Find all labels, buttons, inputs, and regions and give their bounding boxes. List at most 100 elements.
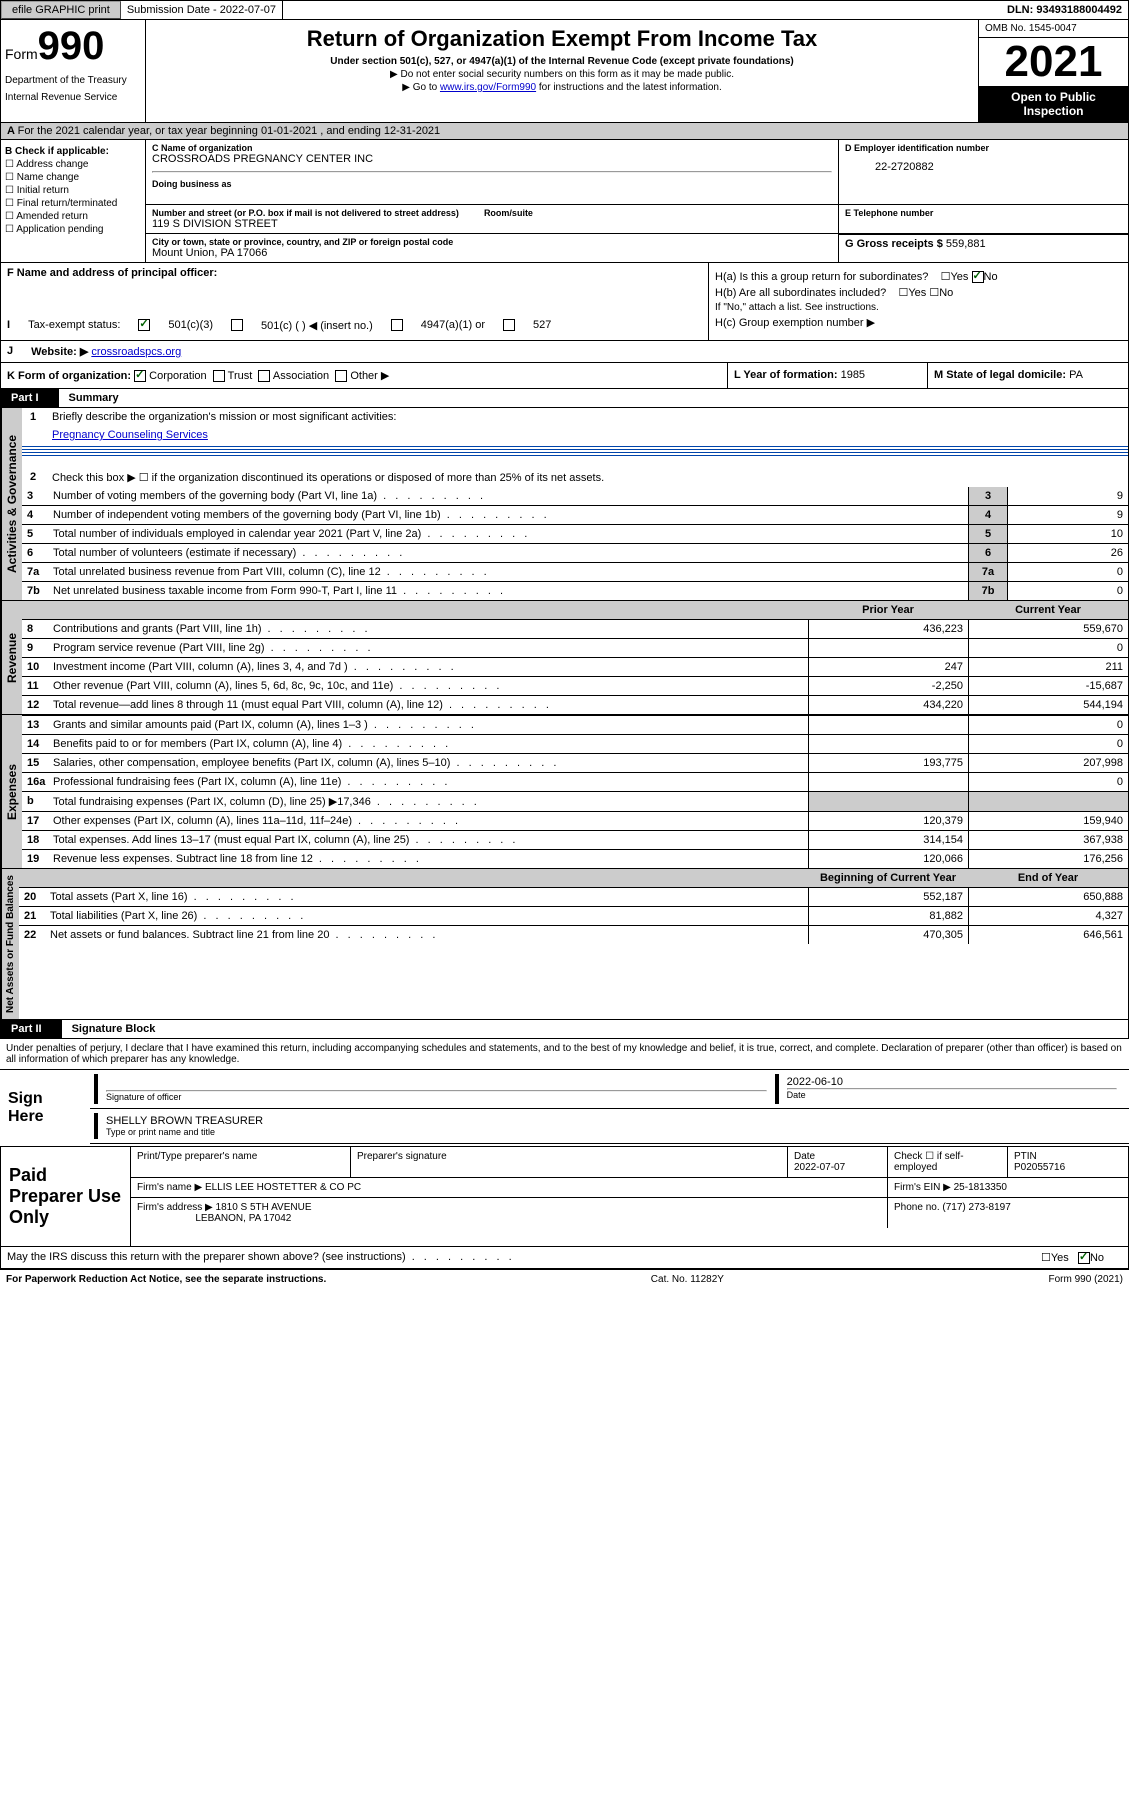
firm-phone: Phone no. (717) 273-8197 — [888, 1198, 1128, 1228]
officer-group-block: F Name and address of principal officer:… — [0, 263, 1129, 341]
row-num: 20 — [19, 887, 45, 906]
dept-treasury: Department of the Treasury — [5, 75, 141, 86]
gov-grid: 3Number of voting members of the governi… — [22, 487, 1128, 600]
row-current: 0 — [968, 715, 1128, 734]
hb-note: If "No," attach a list. See instructions… — [715, 302, 1122, 313]
row-prior — [808, 734, 968, 753]
row-current: 559,670 — [968, 619, 1128, 638]
check-if-applicable: B Check if applicable: ☐ Address change … — [1, 140, 146, 262]
row-num: 16a — [22, 772, 48, 791]
row-prior: -2,250 — [808, 676, 968, 695]
eoy-hdr: End of Year — [968, 869, 1128, 887]
row-prior — [808, 791, 968, 811]
row-text: Professional fundraising fees (Part IX, … — [48, 772, 808, 791]
row-num: 19 — [22, 849, 48, 868]
row-text: Net assets or fund balances. Subtract li… — [45, 925, 808, 944]
irs: Internal Revenue Service — [5, 92, 141, 103]
open-to-public: Open to Public Inspection — [979, 86, 1128, 122]
assoc-checkbox[interactable] — [258, 370, 270, 382]
activities-governance: Activities & Governance 1Briefly describ… — [0, 408, 1129, 601]
irs-link[interactable]: www.irs.gov/Form990 — [440, 82, 536, 93]
expenses-section: Expenses 13Grants and similar amounts pa… — [0, 715, 1129, 869]
gov-num: 7b — [22, 581, 48, 600]
gov-val: 0 — [1008, 581, 1128, 600]
website-link[interactable]: crossroadspcs.org — [91, 346, 181, 358]
other-checkbox[interactable] — [335, 370, 347, 382]
firm-name: Firm's name ▶ ELLIS LEE HOSTETTER & CO P… — [131, 1178, 888, 1197]
row-num: 15 — [22, 753, 48, 772]
sign-here-label: Sign Here — [0, 1070, 90, 1146]
revenue-section: Revenue Prior Year Current Year 8Contrib… — [0, 601, 1129, 715]
website-row: J Website: ▶ crossroadspcs.org — [0, 341, 1129, 363]
form-of-org-row: K Form of organization: Corporation Trus… — [0, 363, 1129, 389]
sign-here-block: Sign Here Signature of officer 2022-06-1… — [0, 1070, 1129, 1146]
pra-notice: For Paperwork Reduction Act Notice, see … — [6, 1274, 326, 1285]
row-current: 646,561 — [968, 925, 1128, 944]
efile-print-button[interactable]: efile GRAPHIC print — [1, 1, 121, 19]
501c-checkbox[interactable] — [231, 319, 243, 331]
row-current: 211 — [968, 657, 1128, 676]
tax-year-line: A For the 2021 calendar year, or tax yea… — [0, 123, 1129, 140]
row-text: Program service revenue (Part VIII, line… — [48, 638, 808, 657]
gov-val: 9 — [1008, 505, 1128, 524]
net-assets-section: Net Assets or Fund Balances Beginning of… — [0, 869, 1129, 1020]
discuss-no-checkbox[interactable] — [1078, 1252, 1090, 1264]
row-prior: 81,882 — [808, 906, 968, 925]
gov-val: 0 — [1008, 562, 1128, 581]
row-current: 4,327 — [968, 906, 1128, 925]
row-prior: 314,154 — [808, 830, 968, 849]
dln: DLN: 93493188004492 — [1001, 1, 1128, 19]
dba-label: Doing business as — [152, 179, 832, 189]
row-current: 207,998 — [968, 753, 1128, 772]
ptin: PTINP02055716 — [1008, 1147, 1128, 1177]
row-text: Total assets (Part X, line 16) — [45, 887, 808, 906]
row-num: 17 — [22, 811, 48, 830]
gov-ln: 7a — [968, 562, 1008, 581]
row-text: Total revenue—add lines 8 through 11 (mu… — [48, 695, 808, 714]
row-prior: 193,775 — [808, 753, 968, 772]
gov-val: 26 — [1008, 543, 1128, 562]
row-text: Benefits paid to or for members (Part IX… — [48, 734, 808, 753]
row-text: Revenue less expenses. Subtract line 18 … — [48, 849, 808, 868]
ha-no-checkbox[interactable] — [972, 271, 984, 283]
row-num: 8 — [22, 619, 48, 638]
principal-officer-label: F Name and address of principal officer: — [7, 267, 217, 279]
row-current: 367,938 — [968, 830, 1128, 849]
spacer — [283, 7, 1001, 13]
gov-ln: 4 — [968, 505, 1008, 524]
firm-address: Firm's address ▶ 1810 S 5TH AVENUE LEBAN… — [131, 1198, 888, 1228]
trust-checkbox[interactable] — [213, 370, 225, 382]
row-text: Investment income (Part VIII, column (A)… — [48, 657, 808, 676]
gov-num: 4 — [22, 505, 48, 524]
501c3-checkbox[interactable] — [138, 319, 150, 331]
sig-date: 2022-06-10 — [787, 1076, 1117, 1088]
revenue-grid: Prior Year Current Year 8Contributions a… — [22, 601, 1128, 714]
4947-checkbox[interactable] — [391, 319, 403, 331]
line2: Check this box ▶ ☐ if the organization d… — [52, 471, 1124, 484]
ein-value: 22-2720882 — [845, 153, 1122, 181]
corp-checkbox[interactable] — [134, 370, 146, 382]
row-num: 12 — [22, 695, 48, 714]
gov-ln: 7b — [968, 581, 1008, 600]
current-year-hdr: Current Year — [968, 601, 1128, 619]
discuss-row: May the IRS discuss this return with the… — [0, 1247, 1129, 1269]
row-current: 544,194 — [968, 695, 1128, 714]
row-prior: 436,223 — [808, 619, 968, 638]
row-num: 10 — [22, 657, 48, 676]
goto-instructions: ▶ Go to www.irs.gov/Form990 for instruct… — [152, 82, 972, 93]
row-prior: 434,220 — [808, 695, 968, 714]
row-current: -15,687 — [968, 676, 1128, 695]
row-text: Total expenses. Add lines 13–17 (must eq… — [48, 830, 808, 849]
row-current: 159,940 — [968, 811, 1128, 830]
officer-name-label: Type or print name and title — [106, 1127, 1117, 1137]
row-prior: 120,379 — [808, 811, 968, 830]
expenses-grid: 13Grants and similar amounts paid (Part … — [22, 715, 1128, 868]
row-text: Grants and similar amounts paid (Part IX… — [48, 715, 808, 734]
527-checkbox[interactable] — [503, 319, 515, 331]
gov-text: Number of voting members of the governin… — [48, 487, 968, 505]
tax-year: 2021 — [979, 38, 1128, 86]
row-num: 21 — [19, 906, 45, 925]
mission-value: Pregnancy Counseling Services — [52, 429, 1124, 441]
org-name-label: C Name of organization — [152, 143, 832, 153]
row-prior — [808, 638, 968, 657]
